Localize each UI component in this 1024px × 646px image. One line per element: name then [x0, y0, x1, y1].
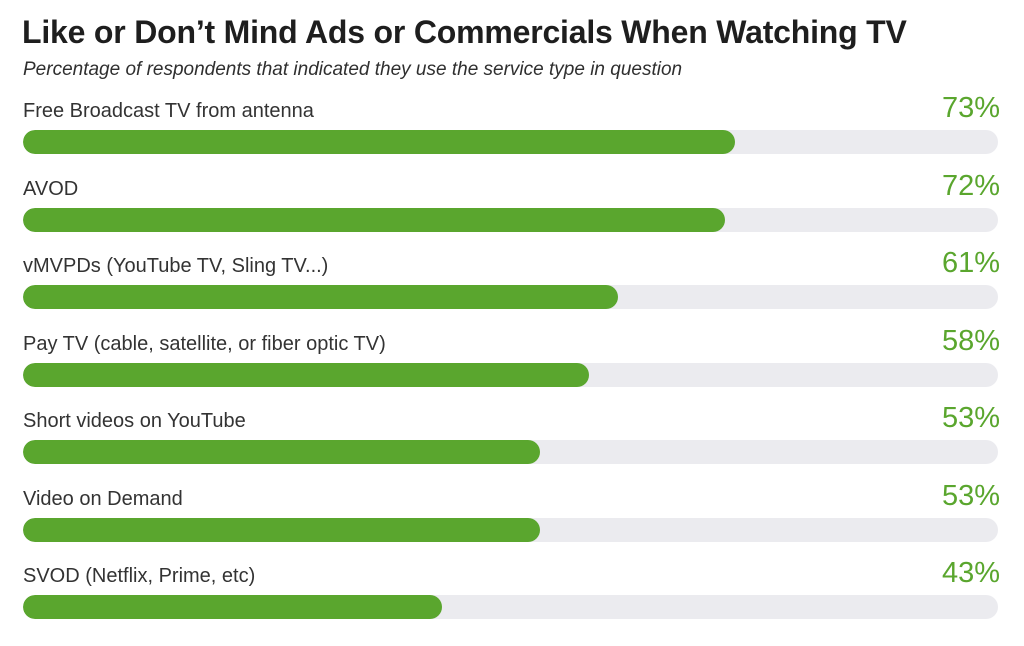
chart-subtitle: Percentage of respondents that indicated… [23, 59, 683, 80]
bar-row: Video on Demand 53% [0, 480, 1024, 566]
bar [23, 362, 589, 387]
bar [23, 285, 618, 309]
bar-row: Free Broadcast TV from antenna 73% [0, 92, 1024, 178]
bar-category-label: Pay TV (cable, satellite, or fiber optic… [23, 332, 386, 355]
bar-row: SVOD (Netflix, Prime, etc) 43% [0, 557, 1024, 643]
bar-category-label: Free Broadcast TV from antenna [23, 100, 314, 122]
bar-value-label: 53% [941, 479, 1000, 512]
bar [23, 440, 540, 464]
chart-title: Like or Don’t Mind Ads or Commercials Wh… [22, 14, 907, 50]
bar-category-label: Short videos on YouTube [23, 410, 246, 432]
bar [23, 207, 725, 232]
bar-track [23, 207, 998, 232]
bar [23, 517, 540, 542]
bar-row: AVOD 72% [0, 170, 1024, 256]
bar-track [23, 440, 998, 464]
bar-category-label: AVOD [23, 177, 79, 200]
bar [23, 595, 443, 619]
bar-track [23, 362, 998, 387]
bar-track [23, 130, 998, 154]
bar-row: Short videos on YouTube 53% [0, 402, 1024, 488]
bar-value-label: 61% [941, 247, 1000, 279]
bar-category-label: SVOD (Netflix, Prime, etc) [23, 565, 256, 587]
bar-value-label: 73% [941, 92, 1000, 124]
bar-value-label: 43% [941, 557, 1000, 589]
bar-value-label: 58% [941, 324, 1000, 357]
bar-value-label: 72% [941, 169, 1000, 202]
bar-row: vMVPDs (YouTube TV, Sling TV...) 61% [0, 247, 1024, 333]
bar-track [23, 595, 998, 619]
bar-category-label: vMVPDs (YouTube TV, Sling TV...) [23, 255, 329, 277]
bar-track [23, 517, 998, 542]
bar-value-label: 53% [941, 402, 1000, 434]
bar-category-label: Video on Demand [23, 487, 183, 510]
bar-track [23, 285, 998, 309]
bar [23, 130, 735, 154]
bar-row: Pay TV (cable, satellite, or fiber optic… [0, 325, 1024, 411]
